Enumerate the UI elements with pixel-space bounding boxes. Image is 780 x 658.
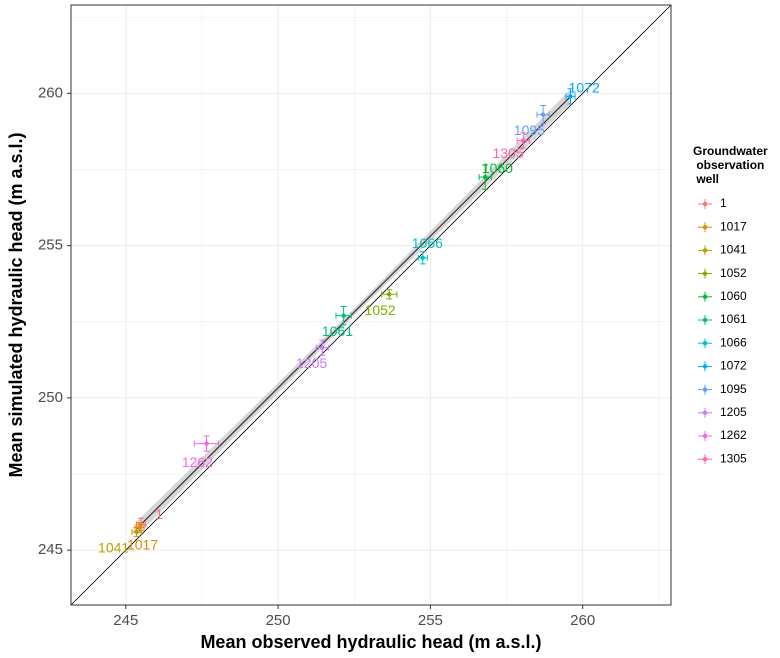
legend-title: observation xyxy=(693,158,764,172)
fitted-line xyxy=(136,96,571,530)
x-tick-label: 250 xyxy=(266,612,291,629)
legend-key-point xyxy=(702,457,708,462)
point-label: 1052 xyxy=(365,302,396,318)
legend-label: 1066 xyxy=(720,335,747,349)
legend-item-1305: 1305 xyxy=(698,451,747,465)
point-label: 1017 xyxy=(127,536,158,552)
data-point xyxy=(204,441,209,446)
legend-item-1262: 1262 xyxy=(698,428,747,442)
point-group-1060: 1060 xyxy=(478,160,513,190)
legend-item-1052: 1052 xyxy=(698,266,747,280)
legend-item-1095: 1095 xyxy=(698,382,747,396)
data-point xyxy=(568,94,573,99)
legend-key-point xyxy=(702,387,708,392)
legend-label: 1052 xyxy=(720,266,747,280)
legend-item-1072: 1072 xyxy=(698,359,747,373)
identity-line xyxy=(70,4,672,606)
point-label: 1060 xyxy=(482,160,513,176)
legend-item-1017: 1017 xyxy=(698,219,747,233)
data-point xyxy=(341,313,346,318)
data-point xyxy=(540,112,546,117)
legend-label: 1060 xyxy=(720,289,747,303)
y-tick-label: 245 xyxy=(38,541,63,558)
legend-key-point xyxy=(702,341,708,346)
legend-label: 1205 xyxy=(720,405,747,419)
point-label: 1061 xyxy=(322,323,353,339)
point-label: 1205 xyxy=(296,355,327,371)
legend-label: 1 xyxy=(720,196,727,210)
y-tick-label: 255 xyxy=(38,237,63,254)
x-tick-label: 260 xyxy=(570,612,595,629)
point-group-1072: 1072 xyxy=(565,79,600,105)
gridlines xyxy=(71,5,671,605)
point-label: 1095 xyxy=(514,122,545,138)
legend-key-point xyxy=(702,225,708,230)
point-label: 1072 xyxy=(569,79,600,95)
x-axis-title: Mean observed hydraulic head (m a.s.l.) xyxy=(200,632,541,652)
data-point xyxy=(137,525,142,530)
point-label: 1262 xyxy=(182,454,213,470)
y-tick-label: 260 xyxy=(38,84,63,101)
point-label: 1305 xyxy=(492,145,523,161)
legend-key-point xyxy=(702,364,708,369)
legend-label: 1305 xyxy=(720,451,747,465)
point-label: 1 xyxy=(155,506,163,522)
legend-key-point xyxy=(702,271,708,276)
legend-key-point xyxy=(702,294,708,299)
point-group-1305: 1305 xyxy=(492,132,530,161)
legend-key-point xyxy=(702,201,708,207)
y-tick-label: 250 xyxy=(38,389,63,406)
x-tick-label: 255 xyxy=(418,612,443,629)
legend-label: 1095 xyxy=(720,382,747,396)
legend-key-point xyxy=(702,248,708,253)
point-label: 1066 xyxy=(412,235,443,251)
legend-key-point xyxy=(702,317,708,323)
legend-item-1066: 1066 xyxy=(698,335,747,349)
axes: 245 250 255 260 245 250 255 260 Mean observed hy… xyxy=(6,84,595,652)
y-axis-title: Mean simulated hydraulic head (m a.s.l.) xyxy=(6,132,26,477)
data-point xyxy=(387,292,392,297)
legend-item-1205: 1205 xyxy=(698,405,747,419)
legend-item-1: 1 xyxy=(698,196,727,210)
panel-border xyxy=(70,4,672,606)
legend-key-point xyxy=(702,410,708,415)
data-point xyxy=(420,255,425,260)
legend-label: 1061 xyxy=(720,312,747,326)
legend-item-1061: 1061 xyxy=(698,312,747,326)
legend-item-1060: 1060 xyxy=(698,289,747,303)
data-point xyxy=(483,174,488,180)
legend-key-point xyxy=(702,433,708,439)
point-group-1061: 1061 xyxy=(322,306,353,339)
point-group-1095: 1095 xyxy=(514,105,550,138)
point-group-1052: 1052 xyxy=(365,289,398,318)
point-group-1041: 1041 xyxy=(98,526,142,555)
legend-label: 1262 xyxy=(720,428,747,442)
data-point xyxy=(320,345,325,350)
legend-title: Groundwater xyxy=(693,144,768,158)
point-group-1262: 1262 xyxy=(182,435,220,470)
point-label: 1041 xyxy=(98,539,129,555)
data-point xyxy=(134,529,139,535)
point-group-1066: 1066 xyxy=(412,235,443,265)
legend-label: 1017 xyxy=(720,219,747,233)
data-point xyxy=(521,138,526,143)
legend-title: well xyxy=(693,172,719,186)
legend-item-1041: 1041 xyxy=(698,243,747,257)
point-group-1205: 1205 xyxy=(296,339,329,371)
legend-label: 1072 xyxy=(720,359,747,373)
x-tick-label: 245 xyxy=(113,612,138,629)
legend-label: 1041 xyxy=(720,243,747,257)
